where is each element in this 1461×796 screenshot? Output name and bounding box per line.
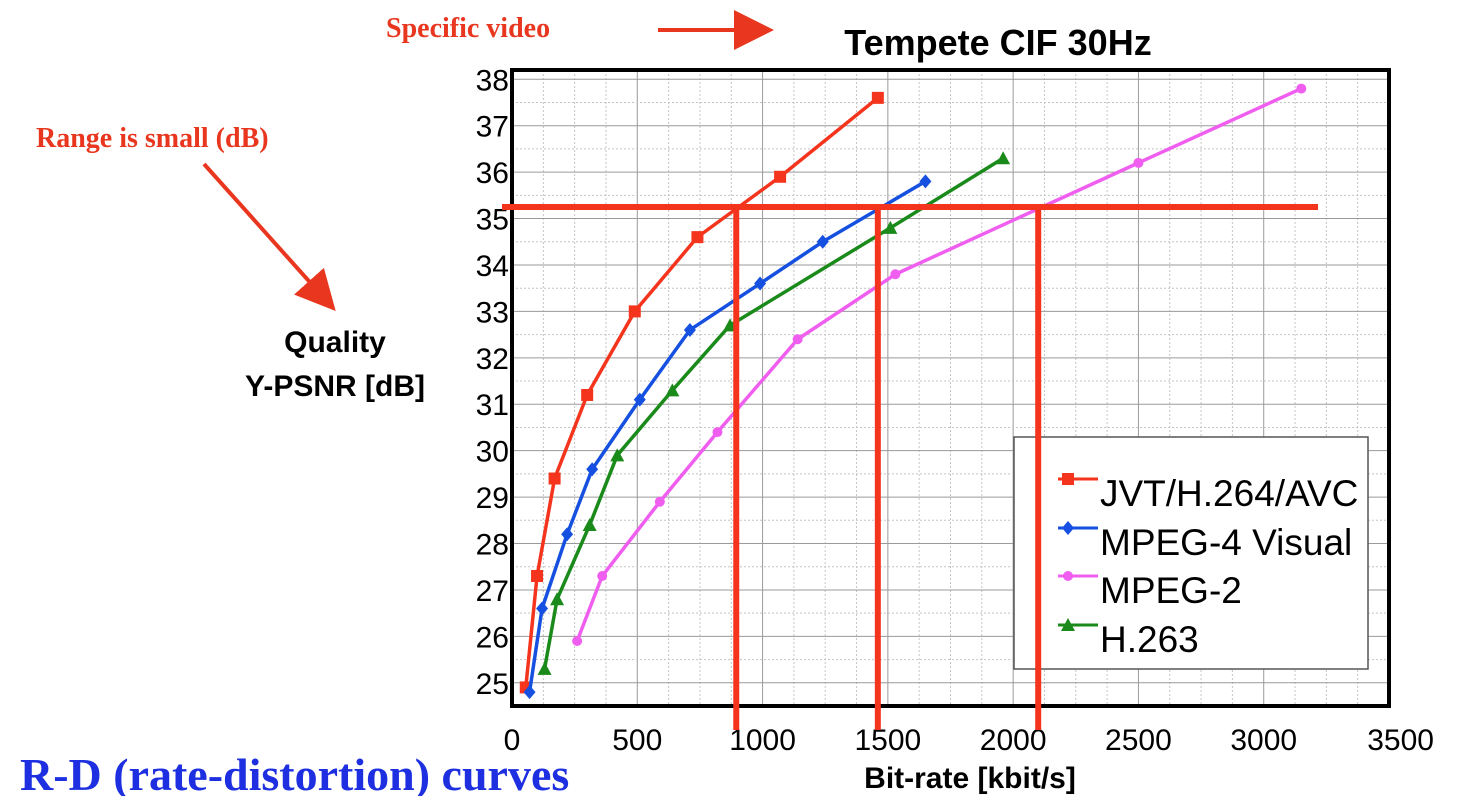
data-point: [581, 389, 593, 401]
x-tick-label: 3500: [1367, 724, 1434, 757]
y-tick-label: 36: [476, 157, 509, 190]
chart-title: Tempete CIF 30Hz: [844, 22, 1151, 63]
y-tick-label: 32: [476, 343, 509, 376]
data-point: [919, 174, 931, 188]
legend-swatch-marker: [1062, 473, 1074, 485]
y-tick-label: 29: [476, 482, 509, 515]
series-3: [538, 151, 1011, 675]
data-point: [629, 305, 641, 317]
legend-label-mpeg2: MPEG-2: [1100, 570, 1242, 611]
annotation-arrow-axis: [204, 164, 333, 308]
y-tick-label: 31: [476, 389, 509, 422]
y-tick-label: 25: [476, 668, 509, 701]
data-point: [872, 92, 884, 104]
x-tick-label: 2500: [1105, 724, 1172, 757]
legend-label-mpeg4: MPEG-4 Visual: [1100, 522, 1352, 563]
data-point: [538, 662, 552, 675]
legend: JVT/H.264/AVC MPEG-4 Visual MPEG-2 H.263: [1014, 437, 1368, 669]
data-point: [691, 231, 703, 243]
data-point: [549, 473, 561, 485]
annotation-specific-video: Specific video: [386, 13, 550, 44]
data-point: [550, 592, 564, 605]
data-point: [531, 570, 543, 582]
y-axis-label-line2: Y-PSNR [dB]: [245, 370, 425, 403]
y-axis-label-line1: Quality: [284, 326, 386, 359]
data-point: [1296, 84, 1306, 94]
y-tick-label: 37: [476, 111, 509, 144]
annotation-range-small: Range is small (dB): [36, 123, 269, 154]
y-tick-label: 27: [476, 575, 509, 608]
x-axis-label: Bit-rate [kbit/s]: [864, 762, 1076, 795]
data-point: [996, 151, 1010, 164]
data-point: [712, 427, 722, 437]
x-tick-labels: 0 500 1000 1500 2000 2500 3000 3500: [504, 724, 1434, 757]
y-tick-label: 30: [476, 436, 509, 469]
data-point: [774, 171, 786, 183]
data-point: [890, 269, 900, 279]
x-tick-label: 1500: [854, 724, 921, 757]
legend-label-jvt: JVT/H.264/AVC: [1100, 473, 1358, 514]
y-tick-label: 34: [476, 250, 509, 283]
data-point: [793, 334, 803, 344]
data-point: [1133, 158, 1143, 168]
y-tick-label: 38: [476, 64, 509, 97]
series-line: [530, 181, 926, 692]
legend-swatch-marker: [1063, 571, 1073, 581]
data-point: [655, 497, 665, 507]
x-tick-label: 500: [612, 724, 662, 757]
caption-rd-curves: R-D (rate-distortion) curves: [20, 749, 569, 796]
series-line: [545, 158, 1004, 669]
data-point: [597, 571, 607, 581]
y-tick-label: 26: [476, 621, 509, 654]
legend-label-h263: H.263: [1100, 619, 1199, 660]
y-tick-label: 33: [476, 296, 509, 329]
y-tick-label: 28: [476, 529, 509, 562]
data-point: [561, 527, 573, 541]
x-tick-label: 3000: [1230, 724, 1297, 757]
data-point: [572, 636, 582, 646]
